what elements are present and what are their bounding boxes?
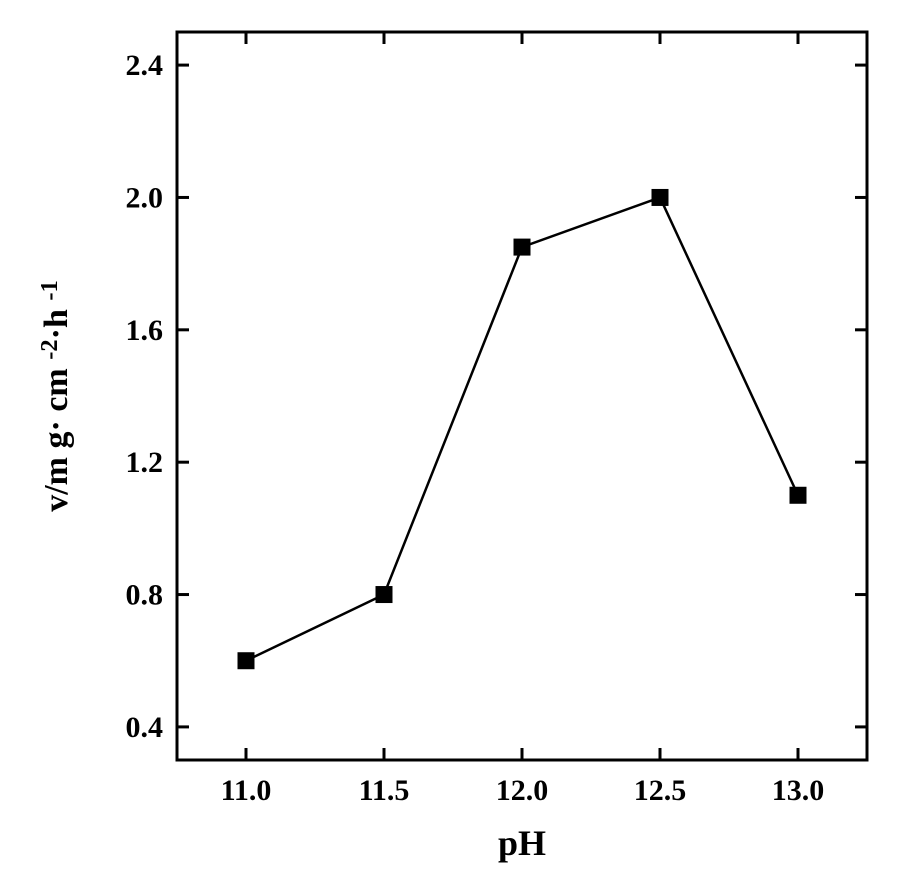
series-line — [246, 197, 798, 660]
plot-border — [177, 32, 867, 760]
y-axis-label: v/m g· cm -2·h -1 — [36, 280, 75, 512]
series-marker — [238, 653, 254, 669]
x-tick-label: 12.0 — [496, 774, 549, 807]
series-marker — [790, 487, 806, 503]
x-axis-label: pH — [498, 823, 546, 863]
y-tick-label: 0.4 — [126, 711, 164, 744]
chart-container: 11.0 11.5 12.0 12.5 13.0 0.4 0.8 1.2 1.6 2.0 2.4 pH… — [0, 0, 912, 896]
y-tick-label: 2.4 — [126, 49, 164, 82]
y-tick-label: 1.2 — [126, 446, 164, 479]
y-tick-label: 2.0 — [126, 181, 164, 214]
series-marker — [652, 189, 668, 205]
series-marker — [376, 587, 392, 603]
x-tick-label: 12.5 — [634, 774, 687, 807]
x-tick-label: 13.0 — [772, 774, 825, 807]
x-tick-label: 11.5 — [359, 774, 410, 807]
y-tick-label: 0.8 — [126, 579, 164, 612]
x-tick-label: 11.0 — [221, 774, 272, 807]
series-marker — [514, 239, 530, 255]
y-tick-label: 1.6 — [126, 314, 164, 347]
chart-svg: 11.0 11.5 12.0 12.5 13.0 0.4 0.8 1.2 1.6 2.0 2.4 pH… — [0, 0, 912, 896]
